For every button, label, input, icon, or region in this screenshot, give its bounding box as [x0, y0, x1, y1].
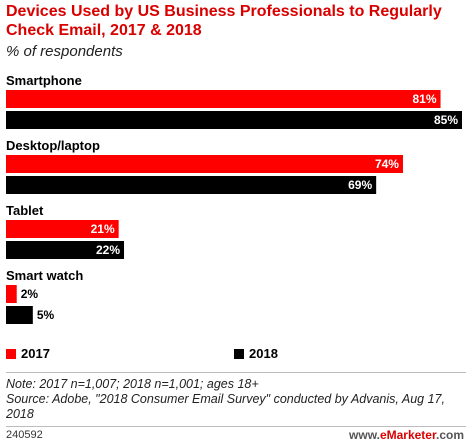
data-label: 81%: [413, 92, 437, 106]
data-label: 69%: [348, 178, 372, 192]
bar-2018: [6, 111, 462, 129]
source-note: Note: 2017 n=1,007; 2018 n=1,001; ages 1…: [6, 377, 468, 422]
bar-2017: [6, 90, 441, 108]
category-label: Tablet: [6, 203, 44, 218]
bar-2018: [6, 176, 377, 194]
legend-item-2017: 2017: [6, 346, 50, 361]
bar-2017: [6, 155, 403, 173]
legend-label-2018: 2018: [249, 346, 278, 361]
data-label: 74%: [375, 157, 399, 171]
legend-item-2018: 2018: [234, 346, 278, 361]
brand-suffix: .com: [435, 428, 464, 442]
data-label: 21%: [91, 222, 115, 236]
data-label: 2%: [21, 287, 39, 301]
divider-bottom: [6, 426, 466, 427]
legend-swatch-2017: [6, 348, 16, 359]
bar-2018: [6, 306, 33, 324]
legend-label-2017: 2017: [21, 346, 50, 361]
data-label: 85%: [434, 113, 458, 127]
legend-swatch-2018: [234, 348, 244, 359]
data-label: 5%: [37, 308, 55, 322]
chart-subtitle: % of respondents: [6, 43, 123, 60]
source-note-line: Note: 2017 n=1,007; 2018 n=1,001; ages 1…: [6, 377, 259, 391]
bar-2018: [6, 241, 125, 259]
bar-chart: Smartphone 81% 85% Desktop/laptop 74%69% Tabl…: [6, 73, 462, 324]
chart-title: Devices Used by US Business Professional…: [6, 3, 442, 39]
category-label: Desktop/laptop: [6, 138, 100, 153]
brand-prefix: www.: [349, 428, 380, 442]
legend: 2017 2018: [6, 346, 466, 366]
brand-logo: www.eMarketer.com: [349, 428, 464, 442]
data-label: 22%: [96, 243, 120, 257]
chart-id: 240592: [6, 429, 43, 441]
brand-name: eMarketer: [379, 428, 436, 442]
category-label: Smart watch: [6, 268, 83, 283]
bar-2017: [6, 285, 17, 303]
bar-2017: [6, 220, 119, 238]
source-note-line: Source: Adobe, "2018 Consumer Email Surv…: [6, 392, 445, 421]
divider-top: [6, 372, 466, 373]
category-label: Smartphone: [6, 73, 82, 88]
